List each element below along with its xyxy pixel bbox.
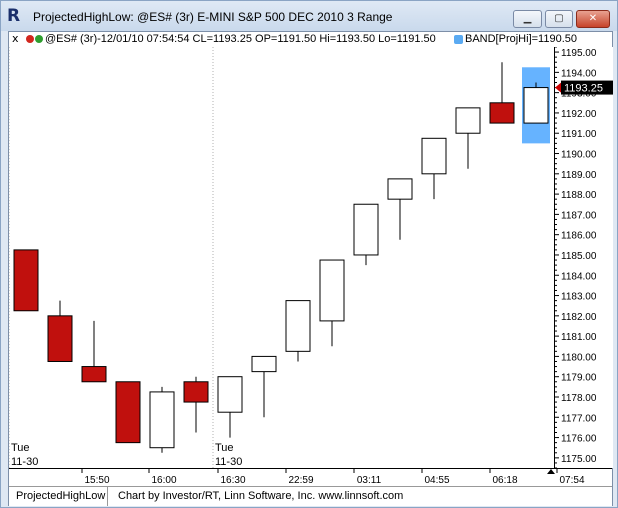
price-tick-label: 1189.00 bbox=[561, 170, 597, 181]
current-bar-marker-icon bbox=[547, 469, 555, 474]
price-tick-label: 1185.00 bbox=[561, 251, 597, 262]
candle-body bbox=[115, 381, 141, 444]
last-price-arrow-icon bbox=[555, 82, 561, 93]
app-logo-icon: R bbox=[7, 6, 21, 26]
price-tick-label: 1177.00 bbox=[561, 413, 597, 424]
candle-body bbox=[421, 137, 447, 175]
green-dot-icon bbox=[35, 35, 43, 43]
price-tick-label: 1183.00 bbox=[561, 292, 597, 303]
time-tick-label: 06:18 bbox=[492, 475, 517, 486]
candle-body bbox=[387, 178, 413, 200]
price-tick-label: 1176.00 bbox=[561, 434, 597, 445]
time-axis[interactable]: 15:50 16:00 16:30 22:59 03:11 04:55 06:18 07:54 bbox=[9, 468, 612, 487]
chart-credit: Chart by Investor/RT, Linn Software, Inc… bbox=[118, 490, 404, 502]
session-day-label: Tue bbox=[11, 442, 30, 454]
price-tick-label: 1180.00 bbox=[561, 352, 597, 363]
time-tick-label: 16:00 bbox=[151, 475, 176, 486]
price-tick-label: 1194.00 bbox=[561, 68, 597, 79]
close-button[interactable]: ✕ bbox=[576, 10, 610, 28]
price-tick-label: 1195.00 bbox=[561, 48, 597, 59]
footer-divider bbox=[107, 487, 108, 506]
time-tick-label: 04:55 bbox=[424, 475, 449, 486]
candle-body bbox=[455, 107, 481, 134]
candle-body bbox=[81, 366, 107, 383]
candle-body bbox=[13, 249, 39, 312]
price-tick-label: 1188.00 bbox=[561, 190, 597, 201]
candlestick-chart: Tue 11-30 Tue 11-30 bbox=[8, 47, 550, 468]
candle-body bbox=[47, 315, 73, 362]
candle-body bbox=[319, 259, 345, 322]
candle-body bbox=[251, 355, 277, 373]
band-readout: BAND[ProjHi]=1190.50 bbox=[465, 33, 577, 45]
candle-body bbox=[353, 203, 379, 256]
candle-body bbox=[523, 87, 549, 124]
price-tick-label: 1181.00 bbox=[561, 332, 597, 343]
chart-legend: x @ES# (3r)-12/01/10 07:54:54 CL=1193.25… bbox=[9, 32, 612, 48]
price-tick-label: 1175.00 bbox=[561, 454, 597, 465]
session-date-label: 11-30 bbox=[11, 456, 38, 468]
price-tick-label: 1179.00 bbox=[561, 373, 597, 384]
price-tick-label: 1187.00 bbox=[561, 210, 597, 221]
time-tick-label: 03:11 bbox=[357, 475, 382, 486]
price-plot[interactable]: Tue 11-30 Tue 11-30 bbox=[8, 47, 554, 468]
maximize-button[interactable]: ▢ bbox=[545, 10, 573, 28]
price-tick-label: 1186.00 bbox=[561, 231, 597, 242]
time-tick-label: 16:30 bbox=[220, 475, 245, 486]
price-tick-label: 1190.00 bbox=[561, 150, 597, 161]
price-axis-labels: 1195.001194.001193.001192.001191.001190.… bbox=[555, 46, 613, 469]
time-tick-label: 15:50 bbox=[84, 475, 109, 486]
price-tick-label: 1192.00 bbox=[561, 109, 597, 120]
red-dot-icon bbox=[26, 35, 34, 43]
session-date-label: 11-30 bbox=[215, 456, 242, 468]
candle-body bbox=[489, 102, 515, 124]
time-axis-labels: 15:50 16:00 16:30 22:59 03:11 04:55 06:18 07:54 bbox=[81, 469, 585, 486]
price-tick-label: 1178.00 bbox=[561, 393, 597, 404]
band-legend-icon bbox=[454, 35, 463, 44]
price-tick-label: 1184.00 bbox=[561, 271, 597, 282]
status-footer: ProjectedHighLow Chart by Investor/RT, L… bbox=[9, 486, 612, 506]
last-price-label: 1193.25 bbox=[564, 83, 603, 95]
candle-body bbox=[149, 391, 175, 449]
price-tick-label: 1182.00 bbox=[561, 312, 597, 323]
session-day-label: Tue bbox=[215, 442, 234, 454]
quote-readout: @ES# (3r)-12/01/10 07:54:54 CL=1193.25 O… bbox=[45, 33, 436, 45]
window-title: ProjectedHighLow: @ES# (3r) E-MINI S&P 5… bbox=[33, 10, 393, 24]
price-tick-label: 1191.00 bbox=[561, 129, 597, 140]
title-bar[interactable]: R ProjectedHighLow: @ES# (3r) E-MINI S&P… bbox=[1, 1, 617, 31]
time-tick-label: 07:54 bbox=[559, 475, 584, 486]
time-tick-label: 22:59 bbox=[288, 475, 313, 486]
last-price-box bbox=[561, 80, 613, 95]
chart-window: x @ES# (3r)-12/01/10 07:54:54 CL=1193.25… bbox=[8, 31, 613, 506]
study-name: ProjectedHighLow bbox=[16, 490, 106, 502]
candle-body bbox=[285, 300, 311, 352]
close-legend-button[interactable]: x bbox=[12, 32, 19, 45]
price-axis[interactable]: 1195.001194.001193.001192.001191.001190.… bbox=[554, 46, 613, 469]
minimize-button[interactable]: ▁ bbox=[513, 10, 542, 28]
candle-body bbox=[183, 381, 209, 403]
candle-body bbox=[217, 376, 243, 413]
